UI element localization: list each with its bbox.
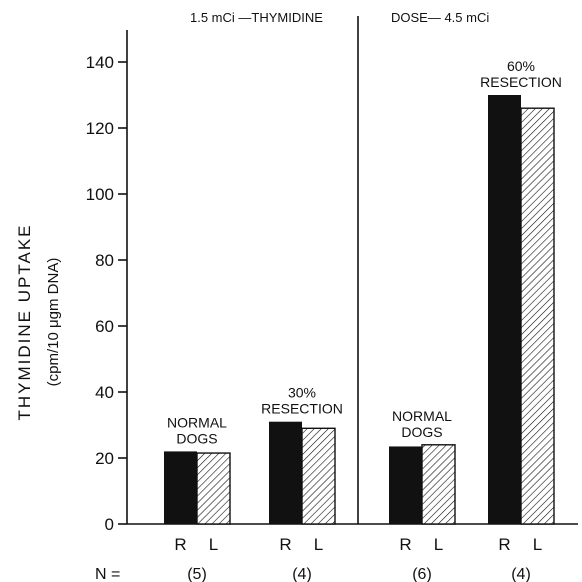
bars: [164, 95, 555, 525]
bar-R: [269, 421, 302, 524]
y-tick-label: 120: [86, 119, 114, 138]
group-n-count: (4): [292, 566, 312, 582]
group-annotation: RESECTION: [480, 74, 562, 90]
group-annotation: DOGS: [401, 424, 442, 440]
category-label-L: L: [533, 535, 542, 554]
y-tick-label: 40: [95, 383, 114, 402]
category-label-L: L: [209, 535, 218, 554]
bar-L: [301, 427, 336, 525]
bar-L: [421, 444, 456, 525]
bar-R: [389, 446, 422, 524]
category-label-R: R: [279, 535, 291, 554]
category-label-R: R: [174, 535, 186, 554]
group-annotation: NORMAL: [392, 408, 452, 424]
chart-title-left: 1.5 mCi —THYMIDINE: [190, 10, 323, 25]
bar-L: [196, 452, 231, 525]
category-label-L: L: [314, 535, 323, 554]
y-axis-unit-label: (cpm/10 μgm DNA): [45, 258, 62, 387]
y-tick-label: 20: [95, 449, 114, 468]
category-label-R: R: [399, 535, 411, 554]
group-n-count: (5): [187, 566, 207, 582]
y-tick-label: 100: [86, 185, 114, 204]
chart-title-right: DOSE— 4.5 mCi: [391, 10, 489, 25]
group-n-count: (6): [412, 566, 432, 582]
bar-L: [520, 107, 555, 525]
bar-R: [164, 451, 197, 524]
y-tick-label: 0: [105, 515, 114, 534]
group-annotation: DOGS: [176, 430, 217, 446]
y-tick-label: 60: [95, 317, 114, 336]
group-n-count: (4): [511, 566, 531, 582]
bar-R: [488, 95, 521, 524]
y-axis-label: THYMIDINE UPTAKE: [15, 224, 34, 421]
category-label-R: R: [498, 535, 510, 554]
n-prefix-label: N =: [95, 566, 120, 582]
y-tick-label: 140: [86, 53, 114, 72]
y-ticks: 0 20 40 60 80 100 120 140: [86, 53, 127, 534]
category-label-L: L: [434, 535, 443, 554]
y-tick-label: 80: [95, 251, 114, 270]
group-annotation: 30%: [288, 385, 316, 401]
group-annotation: NORMAL: [167, 414, 227, 430]
group-annotation: 60%: [507, 58, 535, 74]
group-annotation: RESECTION: [261, 401, 343, 417]
